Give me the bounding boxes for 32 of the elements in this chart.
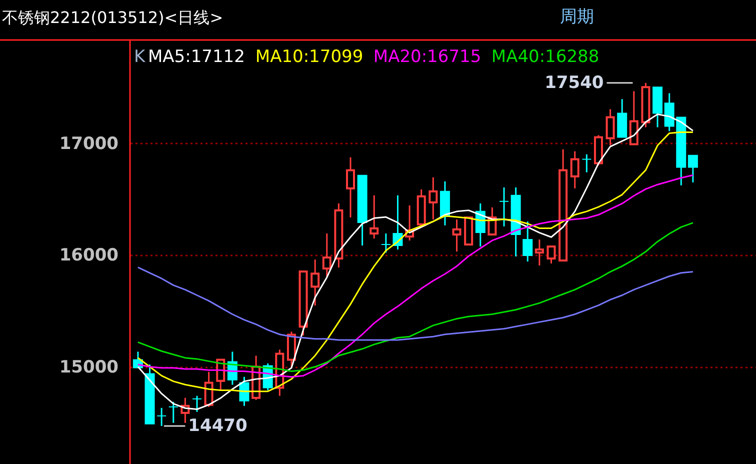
candlestick <box>546 246 556 264</box>
candlestick <box>322 232 332 278</box>
annotation: K <box>134 47 146 67</box>
text: MA40:16288 <box>491 47 600 67</box>
candlestick <box>629 90 638 146</box>
y-tick-label: 17000 <box>59 134 119 154</box>
y-tick-label: 15000 <box>59 357 119 378</box>
candlestick <box>380 232 391 254</box>
candlestick <box>534 238 544 266</box>
candlestick <box>370 194 379 240</box>
candlestick <box>428 176 438 220</box>
annotation: 14470 <box>188 416 248 436</box>
candlestick <box>570 150 580 190</box>
candlestick <box>310 258 320 306</box>
candlestick <box>606 108 615 146</box>
annotation: 17540 <box>544 72 604 93</box>
text: MA5:17112 <box>148 47 245 67</box>
line-series <box>137 266 694 341</box>
text: MA20:16715 <box>373 47 482 67</box>
candlestick <box>452 218 462 252</box>
text: MA10:17099 <box>255 47 364 67</box>
y-tick-label: 16000 <box>59 246 119 266</box>
candlestick <box>156 407 167 427</box>
candlestick <box>168 401 178 424</box>
candlestick <box>522 220 533 262</box>
chart-title: 不锈钢2212(013512)<日线> <box>2 8 224 27</box>
candlestick <box>582 154 592 174</box>
candlestick <box>688 154 698 184</box>
candlestick <box>192 395 202 413</box>
candlestick <box>346 156 355 218</box>
candlestick <box>499 186 510 228</box>
text: 周期 <box>560 7 594 27</box>
